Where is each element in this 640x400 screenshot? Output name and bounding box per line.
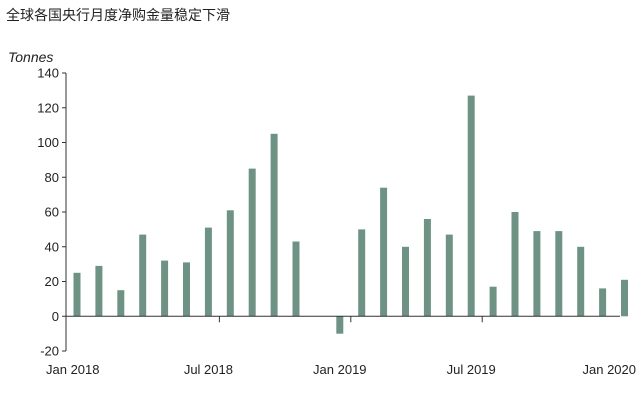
labels-layer: -20 0 20 40 60 80 100 120 140 Jan 2018 Jul 2018 Jan… — [37, 66, 636, 378]
y-tick-label-1: 0 — [52, 309, 59, 324]
bar-14 — [380, 187, 388, 317]
bar-23 — [577, 246, 585, 317]
y-tick-label-8: 140 — [37, 66, 59, 81]
bars-layer — [73, 95, 628, 334]
y-axis-unit-label: Tonnes — [8, 49, 53, 65]
y-tick-label-0: -20 — [40, 344, 59, 359]
bar-13 — [358, 229, 366, 317]
bar-22 — [555, 231, 563, 317]
bar-18 — [467, 95, 475, 317]
bar-10 — [292, 241, 300, 317]
bar-4 — [161, 260, 169, 317]
x-tick-label-0: Jan 2018 — [46, 362, 100, 377]
y-tick-label-3: 40 — [45, 239, 59, 254]
y-tick-label-2: 20 — [45, 274, 59, 289]
bar-21 — [533, 231, 541, 317]
y-tick-label-7: 120 — [37, 100, 59, 115]
bar-20 — [511, 212, 519, 317]
bar-16 — [423, 219, 431, 317]
x-tick-label-4: Jan 2020 — [583, 362, 637, 377]
y-tick-label-6: 100 — [37, 135, 59, 150]
bar-17 — [445, 234, 453, 317]
y-tick-label-4: 60 — [45, 205, 59, 220]
x-tick-label-3: Jul 2019 — [447, 362, 496, 377]
bar-12 — [336, 316, 344, 334]
x-tick-label-2: Jan 2019 — [313, 362, 367, 377]
bar-9 — [270, 133, 278, 317]
bar-7 — [226, 210, 234, 317]
bar-19 — [489, 286, 497, 317]
bar-0 — [73, 272, 81, 317]
bar-5 — [183, 262, 190, 317]
bar-24 — [599, 288, 607, 317]
bar-25 — [621, 279, 628, 317]
bar-1 — [95, 265, 103, 317]
bar-2 — [117, 290, 125, 317]
bar-15 — [402, 246, 409, 317]
x-tick-label-1: Jul 2018 — [184, 362, 233, 377]
y-tick-label-5: 80 — [45, 170, 59, 185]
axes-layer — [62, 72, 620, 352]
bar-8 — [248, 168, 256, 317]
bar-6 — [204, 227, 212, 317]
chart-title: 全球各国央行月度净购金量稳定下滑 — [6, 8, 230, 24]
bar-3 — [139, 234, 147, 317]
